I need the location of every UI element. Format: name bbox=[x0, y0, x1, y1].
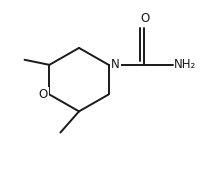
Text: O: O bbox=[38, 88, 48, 101]
Text: N: N bbox=[111, 58, 120, 71]
Text: NH₂: NH₂ bbox=[174, 58, 197, 71]
Text: O: O bbox=[140, 12, 149, 25]
